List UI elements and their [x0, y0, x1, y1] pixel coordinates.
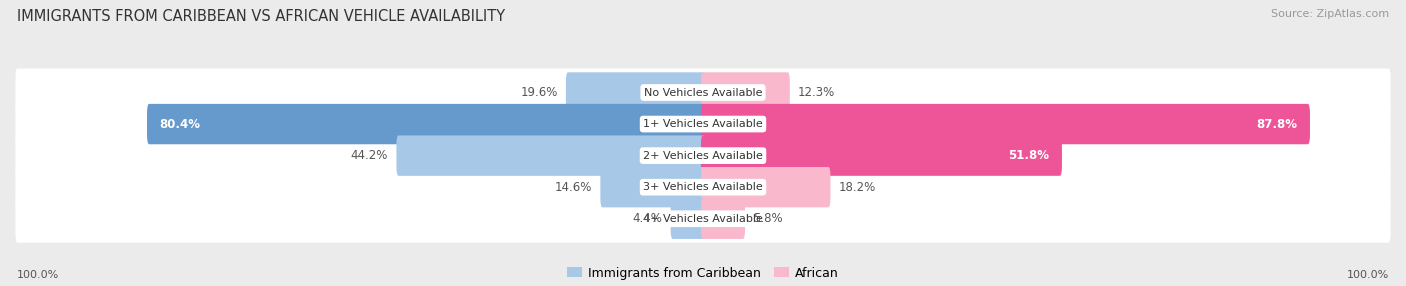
Text: 12.3%: 12.3% [799, 86, 835, 99]
Text: 51.8%: 51.8% [1008, 149, 1049, 162]
Text: 1+ Vehicles Available: 1+ Vehicles Available [643, 119, 763, 129]
Text: 87.8%: 87.8% [1257, 118, 1298, 131]
FancyBboxPatch shape [15, 132, 1391, 180]
FancyBboxPatch shape [702, 136, 1062, 176]
Text: 4+ Vehicles Available: 4+ Vehicles Available [643, 214, 763, 224]
Text: 5.8%: 5.8% [754, 212, 783, 225]
FancyBboxPatch shape [600, 167, 704, 207]
Text: 2+ Vehicles Available: 2+ Vehicles Available [643, 151, 763, 161]
FancyBboxPatch shape [396, 136, 704, 176]
Text: Source: ZipAtlas.com: Source: ZipAtlas.com [1271, 9, 1389, 19]
FancyBboxPatch shape [702, 104, 1310, 144]
FancyBboxPatch shape [565, 72, 704, 113]
Text: 18.2%: 18.2% [839, 181, 876, 194]
Legend: Immigrants from Caribbean, African: Immigrants from Caribbean, African [567, 267, 839, 279]
FancyBboxPatch shape [15, 100, 1391, 148]
FancyBboxPatch shape [148, 104, 704, 144]
Text: 3+ Vehicles Available: 3+ Vehicles Available [643, 182, 763, 192]
FancyBboxPatch shape [702, 72, 790, 113]
Text: No Vehicles Available: No Vehicles Available [644, 88, 762, 98]
Text: 44.2%: 44.2% [350, 149, 388, 162]
FancyBboxPatch shape [702, 198, 745, 239]
FancyBboxPatch shape [702, 167, 831, 207]
Text: 19.6%: 19.6% [520, 86, 558, 99]
Text: 14.6%: 14.6% [555, 181, 592, 194]
FancyBboxPatch shape [671, 198, 704, 239]
Text: IMMIGRANTS FROM CARIBBEAN VS AFRICAN VEHICLE AVAILABILITY: IMMIGRANTS FROM CARIBBEAN VS AFRICAN VEH… [17, 9, 505, 23]
FancyBboxPatch shape [15, 163, 1391, 211]
FancyBboxPatch shape [15, 69, 1391, 116]
Text: 100.0%: 100.0% [1347, 270, 1389, 280]
FancyBboxPatch shape [15, 195, 1391, 243]
Text: 100.0%: 100.0% [17, 270, 59, 280]
Text: 80.4%: 80.4% [159, 118, 201, 131]
Text: 4.4%: 4.4% [633, 212, 662, 225]
